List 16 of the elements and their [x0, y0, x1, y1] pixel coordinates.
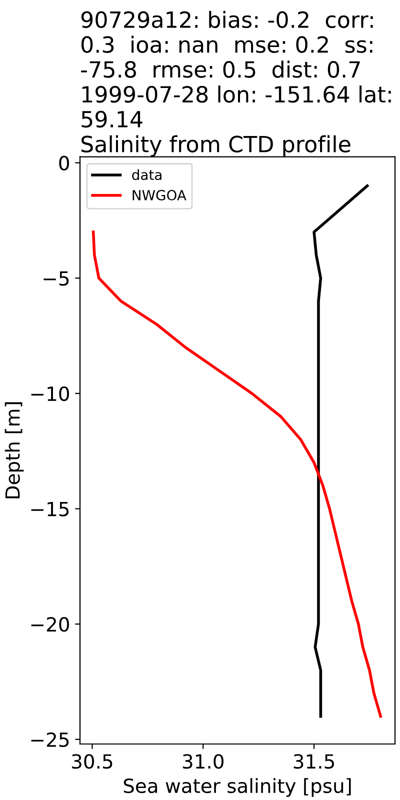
y-tick-label: 0: [59, 156, 69, 170]
x-tick-label: 30.5: [72, 754, 112, 769]
y-tick-label: −10: [31, 386, 69, 402]
x-axis-title: Sea water salinity [psu]: [124, 778, 351, 797]
legend-label: data: [132, 169, 162, 180]
x-tick-label: 31.0: [182, 754, 224, 769]
x-tick-label: 31.5: [294, 754, 334, 769]
y-tick-label: −25: [31, 732, 69, 748]
chart-title: 90729a12: bias: -0.2 corr: 0.3 ioa: nan mse: 0.2 ss: -75.8 rmse: 0.5 dist: 0.7 1999-07-28 lon: -151.64 lat: 59.14 Salinity from CTD profile: [81, 10, 391, 157]
line-series: [92, 230, 382, 718]
y-tick-label: −20: [31, 617, 69, 632]
legend-label: NWGOA: [132, 190, 186, 200]
y-tick-label: −15: [31, 502, 69, 516]
y-axis-title: Depth [m]: [4, 402, 24, 498]
line-series: [312, 184, 369, 718]
y-tick-label: −5: [44, 271, 69, 286]
